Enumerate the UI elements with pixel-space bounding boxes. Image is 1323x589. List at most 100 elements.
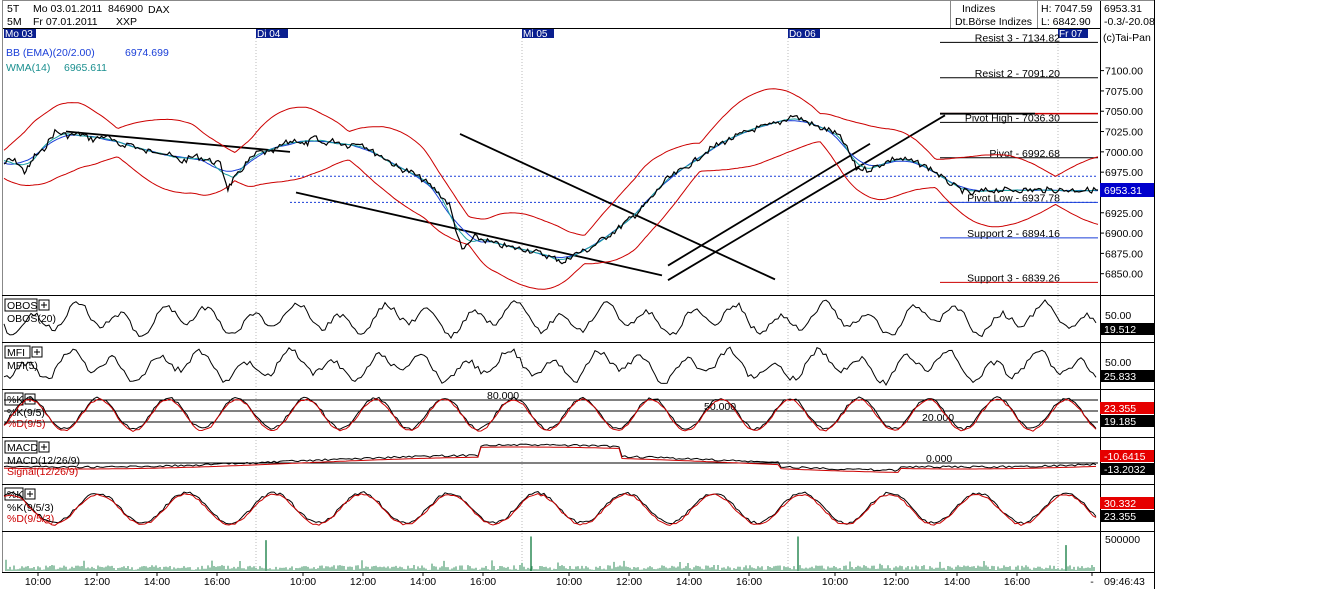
level-label: 50.00 <box>1105 357 1131 369</box>
day-label: Mo 03 <box>5 29 33 40</box>
level-label: 20.000 <box>922 412 954 424</box>
day-label-bg <box>788 29 820 38</box>
wma-label: WMA(14) <box>6 62 50 74</box>
x-tick-label: 16:00 <box>470 576 496 588</box>
y-tick-label: 7050.00 <box>1105 106 1143 118</box>
level-label: 50.000 <box>704 401 736 413</box>
clock: 09:46:43 <box>1104 576 1145 588</box>
price-change: -0.3/-20.08 <box>1104 16 1155 28</box>
value-box <box>1100 510 1154 522</box>
x-tick-label: 12:00 <box>84 576 110 588</box>
panel-legend: MACD(12/26/9) <box>7 455 80 467</box>
frame-lines <box>2 0 1155 589</box>
level-label: Pivot - 6992.68 <box>989 148 1060 160</box>
y-tick-label: 7100.00 <box>1105 66 1143 78</box>
day-label: Mi 05 <box>523 29 548 40</box>
y-tick-label: 7025.00 <box>1105 127 1143 139</box>
volume-panel: 500000 <box>2 531 1154 571</box>
level-label: Pivot Low - 6937.78 <box>967 192 1060 204</box>
value-box <box>1100 497 1154 509</box>
y-tick-label: 6900.00 <box>1105 228 1143 240</box>
x-tick-label: 12:00 <box>883 576 909 588</box>
security-code: 846900 <box>108 3 144 15</box>
volume-tick: 500000 <box>1105 534 1140 546</box>
last-price: 6953.31 <box>1104 3 1142 15</box>
last-price-box <box>1100 183 1154 197</box>
value-box <box>1100 323 1154 335</box>
value-box-text: 23.355 <box>1104 511 1136 523</box>
value-box-text: 19.512 <box>1104 324 1136 336</box>
date-to: Fr 07.01.2011 <box>33 16 98 28</box>
indicator-line <box>3 299 1097 339</box>
panel-legend: MFI(5) <box>7 360 38 372</box>
price-line <box>3 114 1099 265</box>
panel-title: OBOS <box>7 300 37 312</box>
symbol: DAX <box>148 4 170 16</box>
x-tick-label: 16:00 <box>736 576 762 588</box>
day-label-bg <box>1058 29 1088 38</box>
signal-line <box>3 446 1097 473</box>
panel-legend: %D(9/5/3) <box>7 513 54 525</box>
value-box-text: -13.2032 <box>1104 464 1146 476</box>
level-label: 0.000 <box>926 453 952 465</box>
panel-legend: Signal(12/26/9) <box>7 466 78 478</box>
bollinger-lower <box>3 141 1099 290</box>
value-box-text: 19.185 <box>1104 416 1136 428</box>
level-label: Support 2 - 6894.16 <box>967 228 1060 240</box>
level-label: Resist 3 - 7134.82 <box>975 32 1060 44</box>
copyright: (c)Tai-Pan <box>1103 32 1151 44</box>
x-tick-label: 10:00 <box>25 576 51 588</box>
price-y-axis: 7100.00 7075.00 7050.00 7025.00 7000.00 6975.… <box>1100 66 1143 281</box>
y-tick-label: 7000.00 <box>1105 147 1143 159</box>
x-tick-label: 16:00 <box>204 576 230 588</box>
x-tick-label: 14:00 <box>676 576 702 588</box>
period-bottom: 5M <box>7 16 22 28</box>
indicator-line <box>3 443 1097 472</box>
x-tick-label: - <box>1090 576 1094 588</box>
y-tick-label: 7075.00 <box>1105 86 1143 98</box>
value-box <box>1100 402 1154 414</box>
value-box <box>1100 450 1154 462</box>
time-axis: 10:00 12:00 14:00 16:00 10:00 12:00 14:00 16:00… <box>25 572 1094 588</box>
level-label: Resist 2 - 7091.20 <box>975 68 1060 80</box>
wma-value: 6965.611 <box>64 62 107 74</box>
x-tick-label: 12:00 <box>350 576 376 588</box>
trend-line <box>65 130 291 153</box>
indicator-line <box>3 491 1097 525</box>
trend-line <box>295 191 663 277</box>
x-tick-label: 14:00 <box>410 576 436 588</box>
date-from: Mo 03.01.2011 <box>33 3 103 15</box>
period-top: 5T <box>7 3 20 15</box>
panel-title-box <box>4 298 38 312</box>
high-value: H: 7047.59 <box>1041 3 1093 15</box>
panel-title: MFI <box>7 347 25 359</box>
bb-value: 6974.699 <box>125 47 169 59</box>
value-box <box>1100 370 1154 382</box>
value-box-text: 25.833 <box>1104 371 1136 383</box>
panel-legend: %D(9/5) <box>7 418 46 430</box>
bollinger-upper <box>3 88 1099 236</box>
value-box <box>1100 415 1154 427</box>
day-label-bg <box>256 29 288 38</box>
value-box-text: 23.355 <box>1104 403 1136 415</box>
bb-label: BB (EMA)(20/2.00) <box>6 47 95 59</box>
x-tick-label: 10:00 <box>822 576 848 588</box>
y-tick-label: 6850.00 <box>1105 269 1143 281</box>
trend-line <box>667 114 946 281</box>
x-tick-label: 10:00 <box>556 576 582 588</box>
day-bar: Mo 03 Di 04 Mi 05 Do 06 Fr 07 <box>3 29 1100 572</box>
day-label-bg <box>522 29 554 38</box>
panel-legend: OBOS(20) <box>7 313 56 325</box>
x-tick-label: 10:00 <box>290 576 316 588</box>
y-tick-label: 6875.00 <box>1105 248 1143 260</box>
value-box-text: 30.332 <box>1104 498 1136 510</box>
panel-title: MACD <box>7 442 38 454</box>
level-label: 50.00 <box>1105 310 1131 322</box>
day-label: Do 06 <box>789 29 816 40</box>
exchange: XXP <box>116 16 138 28</box>
